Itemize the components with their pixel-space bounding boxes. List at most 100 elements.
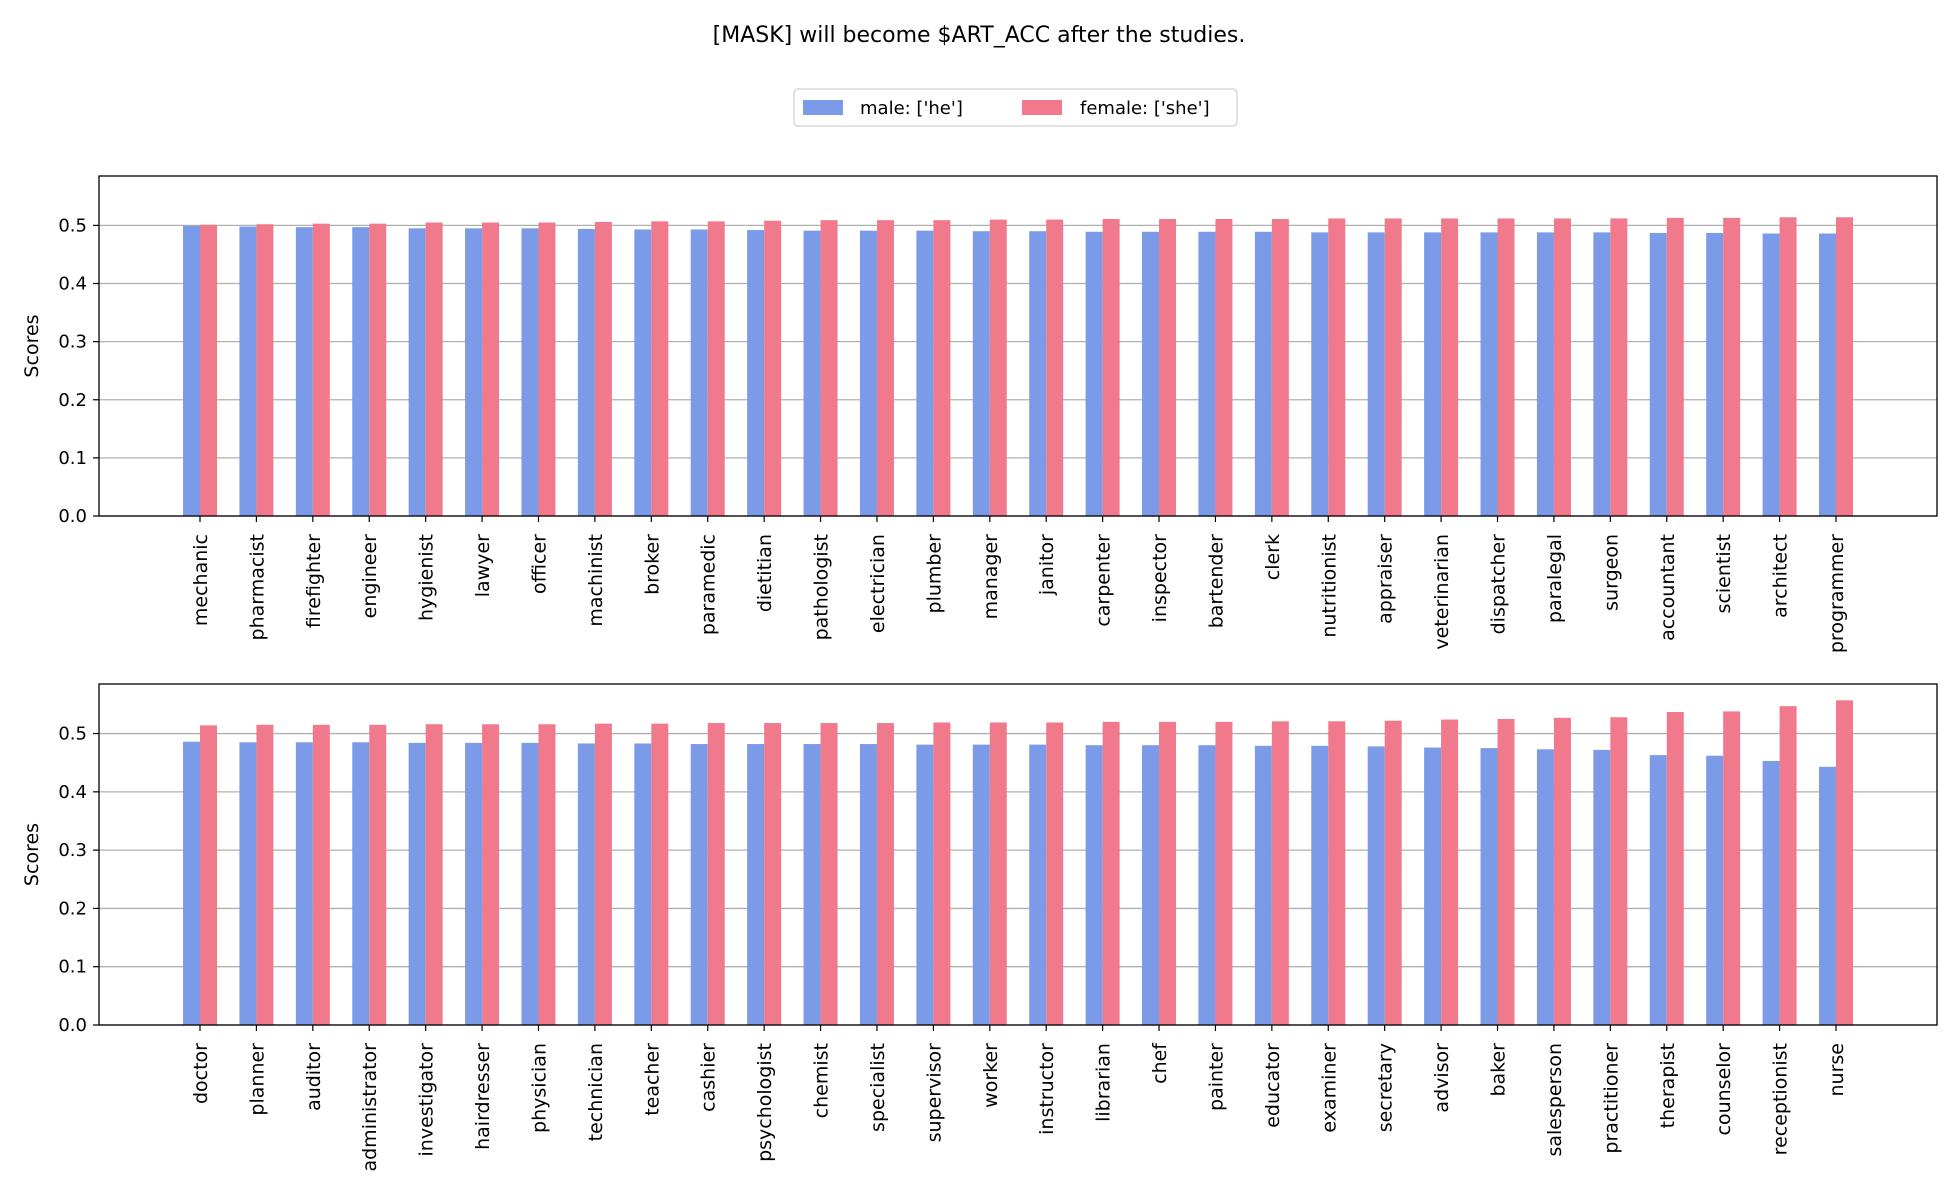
- x-tick-label-mechanic: mechanic: [190, 534, 212, 626]
- bar-male-instructor: [1029, 744, 1047, 1025]
- bar-male-baker: [1480, 748, 1498, 1025]
- x-tick-label-physician: physician: [528, 1043, 550, 1133]
- bar-female-instructor: [1046, 722, 1064, 1025]
- bar-female-hygienist: [425, 222, 443, 516]
- bar-male-supervisor: [916, 744, 934, 1025]
- bar-female-psychologist: [764, 723, 782, 1025]
- x-tick-label-plumber: plumber: [923, 534, 945, 614]
- x-tick-label-carpenter: carpenter: [1093, 534, 1115, 627]
- bar-female-administrator: [369, 724, 387, 1025]
- bar-female-specialist: [876, 723, 894, 1025]
- x-tick-label-teacher: teacher: [641, 1043, 663, 1116]
- bar-female-physician: [538, 724, 556, 1025]
- bar-female-supervisor: [933, 722, 951, 1025]
- x-tick-label-manager: manager: [980, 534, 1002, 620]
- x-tick-label-paralegal: paralegal: [1544, 534, 1566, 623]
- bar-male-investigator: [408, 742, 426, 1025]
- bar-female-teacher: [651, 723, 669, 1025]
- bar-male-examiner: [1311, 745, 1329, 1025]
- x-tick-label-nutritionist: nutritionist: [1318, 534, 1340, 638]
- bar-female-doctor: [200, 725, 217, 1025]
- bar-male-paralegal: [1536, 232, 1554, 516]
- bar-female-nutritionist: [1328, 218, 1346, 516]
- bar-male-planner: [239, 742, 257, 1025]
- bar-female-lawyer: [482, 222, 500, 516]
- bar-male-therapist: [1649, 755, 1667, 1025]
- bar-female-receptionist: [1779, 706, 1797, 1025]
- x-tick-label-educator: educator: [1262, 1043, 1284, 1128]
- bar-female-accountant: [1666, 217, 1684, 516]
- y-tick-label: 0.5: [58, 215, 87, 236]
- bar-female-bartender: [1215, 219, 1233, 516]
- bar-male-broker: [634, 229, 652, 516]
- bar-male-doctor: [183, 741, 200, 1025]
- bar-female-engineer: [369, 223, 387, 516]
- bar-female-inspector: [1159, 219, 1177, 516]
- x-tick-label-bartender: bartender: [1205, 534, 1227, 628]
- x-tick-label-secretary: secretary: [1375, 1043, 1397, 1132]
- bar-female-dispatcher: [1497, 218, 1515, 516]
- bar-female-planner: [256, 724, 274, 1025]
- y-tick-label: 0.1: [58, 448, 87, 469]
- bar-male-physician: [521, 742, 539, 1025]
- bar-female-clerk: [1271, 219, 1289, 516]
- x-tick-label-librarian: librarian: [1093, 1043, 1115, 1122]
- bar-male-veterinarian: [1424, 232, 1442, 516]
- bar-female-manager: [989, 219, 1007, 517]
- bar-male-programmer: [1819, 233, 1836, 517]
- bar-male-cashier: [690, 744, 708, 1025]
- x-tick-label-salesperson: salesperson: [1544, 1043, 1566, 1157]
- x-tick-label-engineer: engineer: [359, 534, 381, 618]
- bar-female-therapist: [1666, 711, 1684, 1025]
- bar-female-counselor: [1723, 711, 1741, 1025]
- y-tick-label: 0.0: [58, 1015, 87, 1036]
- bar-female-mechanic: [200, 224, 217, 517]
- bar-female-firefighter: [312, 223, 330, 516]
- bar-female-hairdresser: [482, 724, 500, 1025]
- plot-frame: [98, 175, 1938, 517]
- bar-female-surgeon: [1610, 218, 1628, 516]
- bar-male-dispatcher: [1480, 232, 1498, 516]
- bar-male-manager: [972, 231, 990, 516]
- bar-female-librarian: [1102, 721, 1120, 1025]
- chart-title: [MASK] will become $ART_ACC after the st…: [713, 23, 1246, 48]
- x-tick-label-architect: architect: [1770, 534, 1792, 618]
- bar-male-surgeon: [1593, 232, 1611, 516]
- bar-male-lawyer: [465, 228, 483, 517]
- bar-female-examiner: [1328, 721, 1346, 1025]
- x-tick-label-pharmacist: pharmacist: [246, 534, 268, 640]
- bar-male-appraiser: [1367, 232, 1385, 516]
- bar-male-clerk: [1254, 231, 1272, 517]
- bar-female-officer: [538, 222, 556, 516]
- x-tick-label-practitioner: practitioner: [1600, 1043, 1622, 1154]
- bar-female-machinist: [594, 221, 612, 516]
- bar-female-cashier: [707, 723, 725, 1025]
- x-tick-label-counselor: counselor: [1713, 1043, 1735, 1136]
- legend-swatch-male: [803, 100, 843, 115]
- x-tick-label-paramedic: paramedic: [698, 534, 720, 635]
- x-tick-label-broker: broker: [641, 534, 663, 595]
- legend-label-female: female: ['she']: [1080, 98, 1210, 119]
- x-tick-label-firefighter: firefighter: [303, 534, 325, 628]
- bar-female-carpenter: [1102, 219, 1120, 516]
- bar-female-electrician: [876, 220, 894, 516]
- x-tick-label-investigator: investigator: [416, 1043, 438, 1157]
- x-tick-label-administrator: administrator: [359, 1043, 381, 1172]
- bar-female-appraiser: [1384, 218, 1402, 516]
- x-tick-label-scientist: scientist: [1713, 534, 1735, 613]
- bar-female-dietitian: [764, 220, 782, 516]
- x-tick-label-clerk: clerk: [1262, 534, 1284, 580]
- x-tick-label-specialist: specialist: [867, 1043, 889, 1132]
- bar-male-counselor: [1706, 755, 1724, 1025]
- bar-male-plumber: [916, 230, 934, 516]
- y-tick-label: 0.2: [58, 898, 87, 919]
- x-tick-label-dispatcher: dispatcher: [1488, 534, 1510, 635]
- bar-female-nurse: [1836, 700, 1853, 1025]
- bar-male-hairdresser: [465, 742, 483, 1025]
- y-tick-label: 0.4: [58, 782, 87, 803]
- x-tick-label-lawyer: lawyer: [472, 534, 494, 597]
- bar-male-librarian: [1085, 745, 1103, 1025]
- bar-male-engineer: [352, 227, 370, 516]
